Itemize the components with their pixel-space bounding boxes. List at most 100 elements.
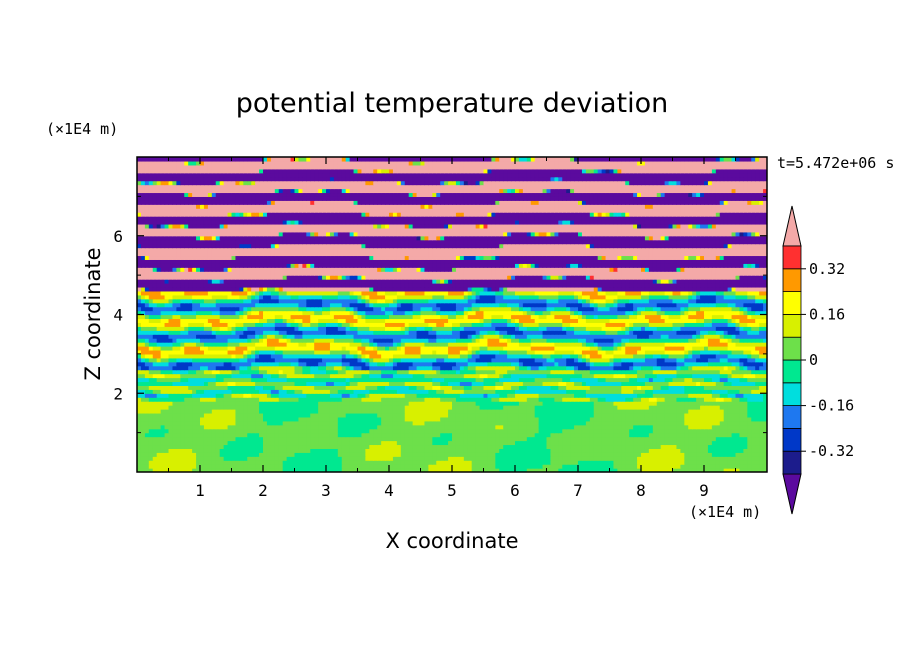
field-cell [223,440,229,446]
field-cell [329,420,335,426]
field-cell [581,448,587,453]
field-cell [349,377,355,383]
field-cell [459,448,465,453]
field-cell [763,448,767,453]
field-cell [385,456,390,461]
field-cell [652,432,658,438]
field-cell [239,389,244,394]
field-cell [266,424,272,430]
field-cell [621,369,626,375]
field-cell [574,357,579,363]
field-cell [444,428,449,434]
field-cell [763,381,767,386]
field-cell [542,377,548,383]
field-cell [294,468,300,472]
field-cell [538,452,544,457]
field-cell [538,409,544,414]
field-cell [601,357,607,363]
field-cell [144,389,150,394]
field-cell [444,377,449,383]
field-cell [581,357,587,363]
field-cell [755,385,760,390]
field-cell [503,365,508,371]
field-cell [392,436,398,442]
field-cell [270,464,276,469]
field-cell [605,432,611,438]
field-cell [676,440,681,446]
field-cell [739,353,744,359]
field-cell [235,381,240,386]
field-cell [479,365,485,371]
field-cell [176,436,181,442]
field-cell [727,468,733,472]
field-cell [219,369,225,375]
field-cell [558,357,563,363]
field-cell [282,361,288,367]
field-cell [314,397,319,402]
field-cell [688,436,693,442]
field-cell [692,365,697,371]
field-cell [522,349,528,355]
field-cell [227,424,233,430]
field-cell [652,420,658,426]
field-cell [440,440,445,446]
field-cell [664,389,670,394]
field-cell [322,349,327,355]
field-cell [644,416,650,422]
field-cell [400,349,406,355]
field-cell [200,365,205,371]
field-cell [613,440,618,446]
field-cell [507,412,512,418]
field-cell [326,468,331,472]
field-cell [668,424,674,430]
field-cell [684,444,689,449]
field-cell [227,436,233,442]
field-cell [684,420,689,426]
field-cell [180,381,185,386]
field-cell [239,440,244,446]
field-cell [168,440,174,446]
field-cell [554,424,559,430]
field-cell [641,357,646,363]
field-cell [696,440,701,446]
field-cell [542,436,548,442]
field-cell [455,409,461,414]
field-cell [755,357,760,363]
field-cell [491,353,496,359]
field-cell [479,393,485,398]
field-cell [581,424,587,430]
field-cell [148,444,154,449]
field-cell [522,412,528,418]
field-cell [365,369,370,375]
field-cell [558,361,563,367]
field-cell [345,456,351,461]
field-cell [424,361,429,367]
field-cell [664,452,670,457]
field-cell [196,369,201,375]
field-cell [357,377,363,383]
field-cell [589,444,595,449]
field-cell [739,401,744,406]
field-cell [455,468,461,472]
field-cell [755,460,760,465]
field-cell [251,424,256,430]
field-cell [475,444,481,449]
field-cell [491,389,496,394]
field-cell [692,444,697,449]
field-cell [652,448,658,453]
field-cell [365,349,370,355]
field-cell [345,460,351,465]
field-cell [747,369,752,375]
field-cell [530,436,536,442]
field-cell [176,420,181,426]
field-cell [385,401,390,406]
field-cell [263,456,268,461]
field-cell [680,452,685,457]
field-cell [696,432,701,438]
field-cell [160,412,166,418]
field-cell [448,416,453,422]
field-cell [333,377,339,383]
field-cell [322,393,327,398]
field-cell [373,424,378,430]
field-cell [601,385,607,390]
